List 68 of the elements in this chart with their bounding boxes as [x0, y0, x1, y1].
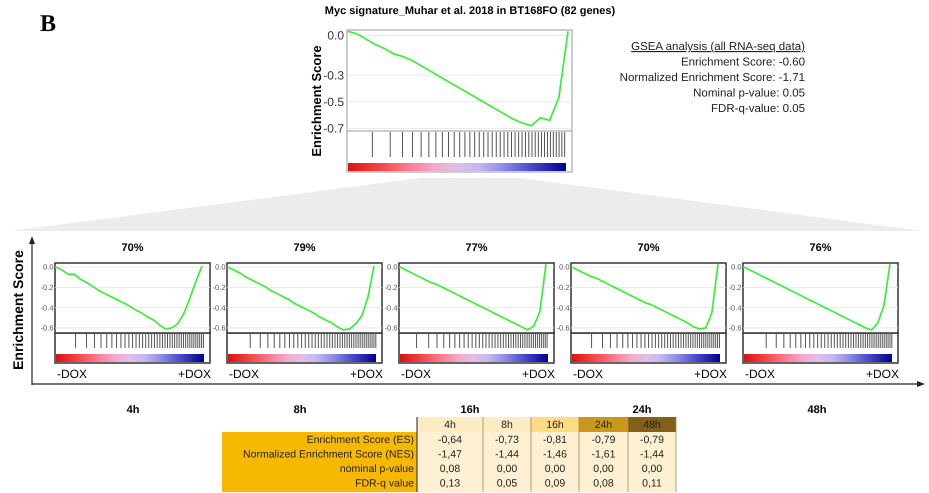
- text: -1,61: [592, 448, 616, 460]
- x-axis-title: 24h: [632, 404, 652, 416]
- x-axis-title: 48h: [808, 404, 827, 416]
- text: -0,73: [495, 434, 519, 446]
- category-label: nominal p-value: [340, 463, 414, 475]
- text: -0,81: [543, 434, 567, 446]
- line-series: [347, 30, 569, 126]
- category-label: 4h: [444, 419, 456, 431]
- chart-title: 70%: [637, 242, 660, 254]
- line-series: [227, 265, 375, 331]
- y-tick-label: -0.3: [323, 68, 344, 82]
- text: -1,44: [640, 448, 664, 460]
- text: 0,00: [593, 463, 614, 475]
- x-axis-title: 8h: [294, 404, 307, 416]
- text: -DOX: [745, 367, 775, 381]
- text: -1,46: [543, 448, 567, 460]
- y-axis-title: Enrichment Score: [309, 45, 324, 157]
- text: 0,05: [496, 478, 518, 490]
- line-series: [399, 263, 547, 331]
- text: 0,00: [642, 463, 662, 475]
- text: +DOX: [522, 367, 555, 381]
- text: +DOX: [866, 367, 899, 381]
- text: -0,79: [592, 434, 616, 446]
- text: 0,09: [544, 478, 566, 490]
- text: 0,11: [642, 478, 662, 490]
- text: +DOX: [350, 367, 383, 381]
- category-label: Normalized Enrichment Score (NES): [243, 448, 414, 460]
- text: +DOX: [178, 367, 211, 381]
- y-tick-label: -0.5: [323, 94, 344, 109]
- category-label: FDR-q value: [355, 478, 414, 490]
- text: -1,47: [438, 448, 462, 460]
- chart-title: Myc signature_Muhar et al. 2018 in BT168FO (82 genes): [324, 5, 616, 17]
- text: -0,64: [438, 434, 462, 446]
- text: -DOX: [57, 367, 87, 381]
- text: FDR-q-value: 0.05: [711, 103, 805, 115]
- line-series: [743, 263, 891, 331]
- text: -DOX: [401, 367, 431, 381]
- text: B: [40, 11, 56, 37]
- line-series: [571, 263, 719, 330]
- x-axis-title: 16h: [460, 404, 480, 416]
- x-axis-title: 4h: [126, 404, 140, 416]
- category-label: Enrichment Score (ES): [306, 434, 414, 446]
- chart-title: 79%: [293, 242, 316, 254]
- line-series: [55, 265, 203, 330]
- text: Enrichment Score: -0.60: [680, 56, 805, 68]
- text: Normalized Enrichment Score: -1.71: [620, 72, 805, 84]
- text: -0,79: [640, 434, 664, 446]
- category-label: 48h: [643, 419, 661, 431]
- chart-title: 70%: [121, 242, 144, 254]
- category-label: 16h: [546, 419, 564, 431]
- text: Nominal p-value: 0.05: [693, 88, 805, 100]
- text: -DOX: [229, 367, 259, 381]
- text: 0,13: [440, 478, 460, 490]
- y-tick-label: 0.0: [327, 28, 344, 43]
- text: -DOX: [573, 367, 603, 381]
- text: GSEA analysis (all RNA-seq data): [631, 41, 806, 53]
- chart-title: 76%: [809, 242, 832, 254]
- text: 0,00: [544, 463, 566, 475]
- category-label: 8h: [501, 419, 513, 431]
- y-tick-label: -0.7: [323, 122, 344, 136]
- text: +DOX: [694, 367, 727, 381]
- y-axis-title: Enrichment Score: [10, 250, 26, 370]
- text: 0,08: [440, 463, 460, 475]
- text: 0,08: [593, 478, 614, 490]
- category-label: 24h: [594, 419, 612, 431]
- text: 0,00: [496, 463, 518, 475]
- text: -1,44: [495, 448, 519, 460]
- chart-title: 77%: [465, 242, 488, 254]
